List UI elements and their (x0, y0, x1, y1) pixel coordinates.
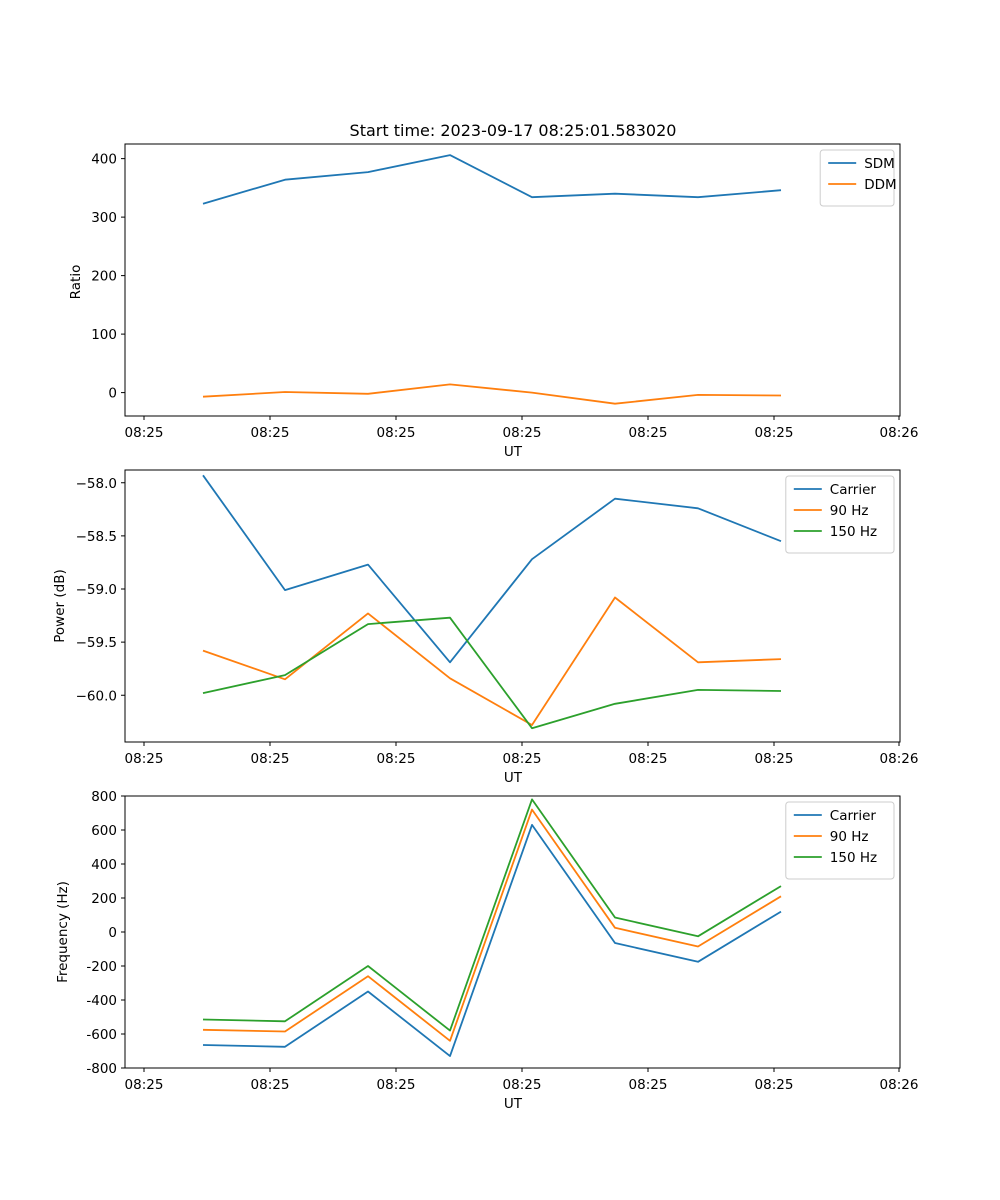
y-tick-label: 0 (108, 925, 117, 941)
legend: SDM DDM (819, 149, 897, 207)
x-tick-label: 08:25 (125, 425, 164, 441)
panel-power: −58.0 −58.5 −59.0 −59.5 −60.0 08:25 08:25 08:25… (52, 469, 919, 786)
x-tick-label: 08:25 (755, 425, 794, 441)
x-tick-label: 08:25 (251, 1077, 290, 1093)
y-tick-label: 300 (91, 210, 117, 226)
y-tick-label: −58.0 (76, 476, 117, 492)
y-tick-label: 200 (91, 891, 117, 907)
x-tick-label: 08:25 (377, 751, 416, 767)
x-tick-label: 08:25 (377, 425, 416, 441)
y-tick-label: −58.5 (76, 529, 117, 545)
x-axis-label-frequency: UT (504, 1096, 523, 1112)
y-axis-label-frequency: Frequency (Hz) (55, 881, 71, 983)
series-line-90-hz (202, 596, 782, 726)
legend: Carrier 90 Hz 150 Hz (785, 475, 895, 554)
legend-entry: Carrier (830, 482, 877, 498)
plot-area-frequency: -800 -600 -400 -200 0 200 400 600 800 08:25 08:25 0… (86, 789, 918, 1093)
x-tick-label: 08:25 (755, 1077, 794, 1093)
x-tick-label: 08:25 (125, 751, 164, 767)
y-axis-label-ratio: Ratio (68, 265, 84, 300)
x-tick-label: 08:25 (503, 751, 542, 767)
series-line-carrier (202, 474, 782, 664)
y-tick-label: 400 (91, 857, 117, 873)
legend-entry: 90 Hz (830, 503, 869, 519)
x-tick-label: 08:26 (880, 425, 919, 441)
y-tick-label: 800 (91, 789, 117, 805)
x-tick-label: 08:26 (880, 751, 919, 767)
chart-title: Start time: 2023-09-17 08:25:01.583020 (350, 121, 677, 140)
x-tick-label: 08:25 (629, 751, 668, 767)
y-axis-label-power: Power (dB) (52, 569, 68, 642)
legend-entry: 150 Hz (830, 524, 877, 540)
legend-box (819, 149, 895, 207)
x-tick-label: 08:25 (251, 751, 290, 767)
x-tick-label: 08:25 (377, 1077, 416, 1093)
plot-area-power: −58.0 −58.5 −59.0 −59.5 −60.0 08:25 08:25 08:25… (76, 469, 919, 767)
legend-entry: 150 Hz (830, 850, 877, 866)
legend-entry: DDM (864, 177, 896, 193)
axes-frame (124, 143, 901, 417)
y-tick-label: −60.0 (76, 688, 117, 704)
y-tick-label: 400 (91, 152, 117, 168)
x-tick-label: 08:25 (503, 1077, 542, 1093)
legend-box (785, 475, 895, 554)
legend-entry: 90 Hz (830, 829, 869, 845)
series-line-carrier (202, 824, 782, 1057)
y-tick-label: -200 (86, 959, 117, 975)
x-tick-label: 08:25 (503, 425, 542, 441)
series-line-150-hz (202, 616, 782, 730)
series-line-150-hz (202, 798, 782, 1032)
y-tick-label: 0 (108, 386, 117, 402)
x-tick-label: 08:25 (629, 425, 668, 441)
panel-ratio: Start time: 2023-09-17 08:25:01.583020 0… (68, 121, 918, 460)
x-tick-label: 08:25 (251, 425, 290, 441)
x-tick-label: 08:26 (880, 1077, 919, 1093)
x-tick-label: 08:25 (755, 751, 794, 767)
legend-box (785, 801, 895, 880)
axes-frame (124, 469, 901, 743)
y-tick-label: -400 (86, 993, 117, 1009)
y-tick-label: −59.0 (76, 582, 117, 598)
x-axis-label-power: UT (504, 770, 523, 786)
legend-entry: SDM (864, 156, 895, 172)
series-line-sdm (202, 154, 782, 205)
x-tick-label: 08:25 (629, 1077, 668, 1093)
y-tick-label: -800 (86, 1061, 117, 1077)
legend-entry: Carrier (830, 808, 877, 824)
y-tick-label: 200 (91, 269, 117, 285)
x-tick-label: 08:25 (125, 1077, 164, 1093)
y-tick-label: 100 (91, 327, 117, 343)
plot-area-ratio: 0 100 200 300 400 08:25 08:25 08:25 08:25 08:25 08… (91, 143, 919, 441)
x-axis-label-ratio: UT (504, 444, 523, 460)
y-tick-label: -600 (86, 1027, 117, 1043)
series-line-ddm (202, 383, 782, 405)
series-line-90-hz (202, 808, 782, 1042)
legend: Carrier 90 Hz 150 Hz (785, 801, 895, 880)
y-tick-label: −59.5 (76, 635, 117, 651)
panel-frequency: -800 -600 -400 -200 0 200 400 600 800 08:25 08:25 0… (55, 789, 918, 1112)
y-tick-label: 600 (91, 823, 117, 839)
